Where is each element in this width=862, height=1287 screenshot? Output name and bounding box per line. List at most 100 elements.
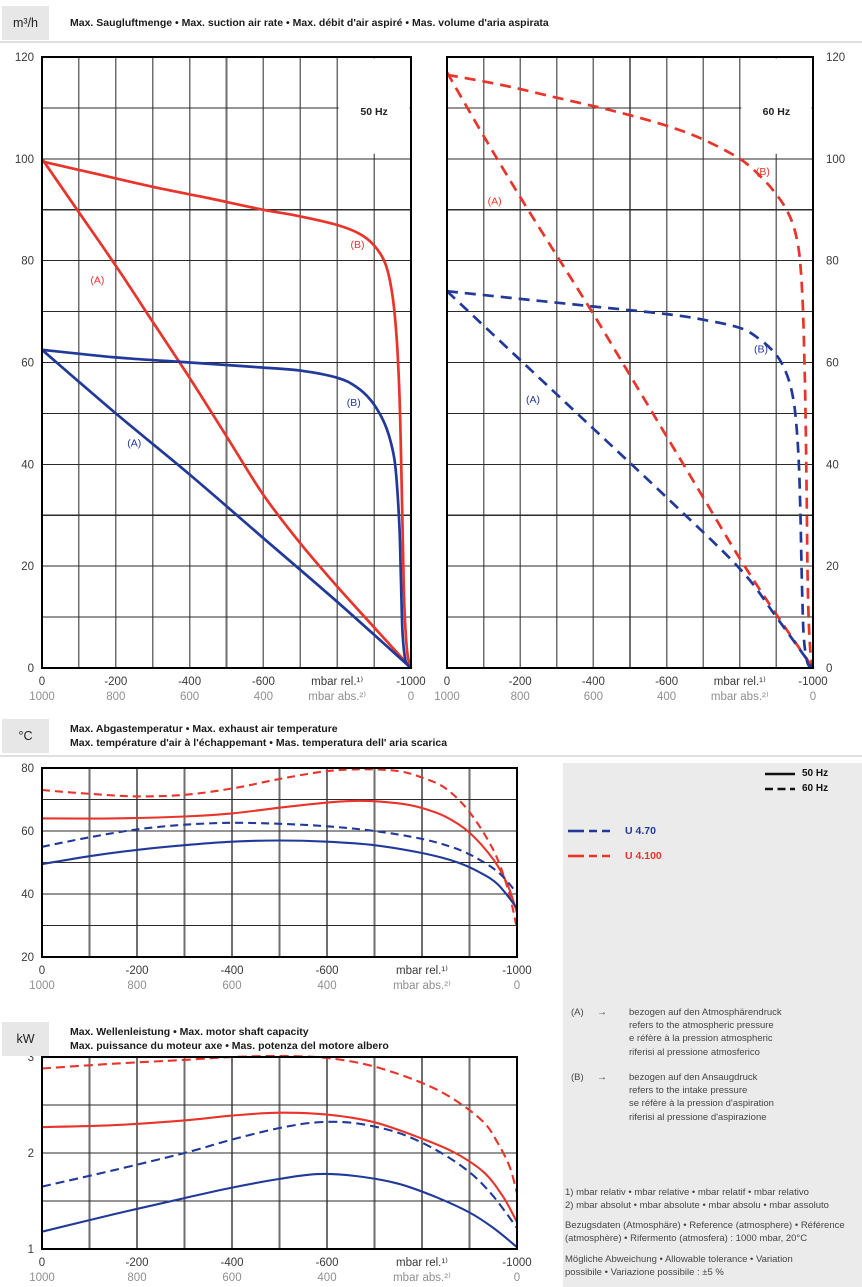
footnote-line: (atmosphère) • Rifermento (atmosfera) : … (565, 1233, 808, 1245)
x-axis-label-abs: 0 (514, 1272, 520, 1284)
note-key: (B) (571, 1072, 584, 1083)
x-axis-label-abs: 600 (180, 691, 199, 703)
section-title-line: Max. Wellenleistung • Max. motor shaft c… (70, 1026, 309, 1038)
section-title-temperature: Max. Abgastemperatur • Max. exhaust air … (70, 723, 447, 750)
unit-badge-flow: m³/h (2, 6, 49, 40)
x-axis-label-rel: -200 (509, 676, 532, 688)
footnote-line: 1) mbar relativ • mbar relative • mbar r… (565, 1187, 809, 1198)
x-axis-label-abs: 1000 (434, 691, 460, 703)
x-axis-label-rel: mbar rel.¹⁾ (396, 964, 448, 977)
x-axis-label-abs: mbar abs.²⁾ (711, 690, 769, 703)
x-axis-label-abs: mbar abs.²⁾ (393, 1271, 451, 1284)
x-axis-label-abs: 800 (127, 980, 146, 992)
chart-flow50: 50 Hz (A) (B) (A) (B) 0 20 40 60 80 100 120 0 1000 -20… (15, 52, 426, 703)
chart-border (40, 766, 519, 959)
curve-label: (B) (350, 239, 364, 251)
x-axis-label-abs: 0 (514, 980, 520, 992)
y-axis-label: 20 (21, 561, 34, 573)
x-axis-label-rel: -400 (178, 676, 201, 688)
legend-label-50hz: 50 Hz (802, 768, 829, 779)
series-u-4-70-b-50-hz (41, 348, 413, 669)
footnote-tolerance: Mögliche Abweichung • Allowable toleranc… (565, 1253, 793, 1279)
y-axis-label: 100 (826, 154, 845, 166)
y-axis-label: 120 (15, 52, 34, 64)
x-axis-label-abs: 600 (584, 691, 603, 703)
chart-border (40, 1055, 519, 1251)
x-axis-label-rel: -1000 (396, 676, 425, 688)
x-axis-label-rel: -600 (315, 1257, 338, 1269)
series-u-4-100-50-hz (41, 799, 518, 914)
x-axis-label-rel: -1000 (502, 1257, 531, 1269)
curve-label: (A) (90, 275, 104, 287)
y-axis-label: 0 (28, 663, 34, 675)
footnote-reference-data: Bezugsdaten (Atmosphäre) • Reference (at… (565, 1219, 845, 1245)
curve-label: (B) (754, 343, 768, 355)
x-axis-label-rel: -400 (220, 965, 243, 977)
note-line: e réfère à la pression atmospheric (629, 1033, 773, 1045)
legend-label-60hz: 60 Hz (802, 783, 829, 794)
x-axis-label-abs: 1000 (29, 691, 55, 703)
series-u-4-70-a-60-hz (446, 290, 815, 669)
x-axis-label-rel: 0 (39, 1257, 45, 1269)
footnote-line: possibile • Variazione possibile : ±5 % (565, 1267, 724, 1279)
series-u-4-100-50-hz (41, 1111, 518, 1223)
x-axis-label-rel: -200 (125, 965, 148, 977)
x-axis-label-rel: mbar rel.¹⁾ (311, 675, 363, 688)
freq-label-box (338, 58, 410, 154)
series-u-4-70-50-hz (41, 839, 518, 909)
x-axis-label-rel: -200 (104, 676, 127, 688)
dashed-line-icon (765, 787, 795, 790)
y-axis-label: 60 (21, 358, 34, 370)
footnote-mbar-definitions: 1) mbar relativ • mbar relative • mbar r… (565, 1186, 829, 1212)
x-axis-label-rel: mbar rel.¹⁾ (714, 675, 766, 688)
y-axis-label: 120 (826, 52, 845, 64)
y-axis-label: 80 (826, 256, 839, 268)
y-axis-label: 40 (21, 889, 34, 901)
note-line: bezogen auf den Atmosphärendruck (629, 1007, 782, 1018)
x-axis-label-rel: -200 (125, 1257, 148, 1269)
x-axis-label-rel: -1000 (798, 676, 827, 688)
series-u-4-100-b-50-hz (41, 160, 413, 669)
header-rule-flow (0, 41, 862, 43)
x-axis-label-abs: 800 (127, 1272, 146, 1284)
x-axis-label-abs: mbar abs.²⁾ (308, 690, 366, 703)
x-axis-label-rel: -600 (252, 676, 275, 688)
curve-label: (A) (127, 438, 141, 450)
section-title-line: Max. température d'air à l'échappemant •… (70, 736, 448, 749)
x-axis-label-abs: 1000 (29, 980, 55, 992)
arrow-right-icon: → (597, 1072, 607, 1083)
legend-item-50hz: 50 Hz (765, 768, 828, 779)
solid-line-icon (765, 772, 795, 775)
series-u-4-100-a-50-hz (40, 158, 413, 669)
x-axis-label-abs: 400 (657, 691, 676, 703)
section-title-flow: Max. Saugluftmenge • Max. suction air ra… (70, 17, 549, 29)
note-atmospheric-pressure: (A) → bezogen auf den Atmosphärendruck r… (571, 1006, 782, 1059)
chart-border (40, 55, 413, 670)
x-axis-label-abs: 600 (222, 980, 241, 992)
y-axis-label: 40 (21, 459, 34, 471)
note-line: refers to the atmospheric pressure (629, 1020, 774, 1032)
series-u-4-100-60-hz (41, 768, 519, 929)
x-axis-label-rel: -400 (582, 676, 605, 688)
note-line: refers to the intake pressure (629, 1085, 748, 1097)
note-line: riferisi al pressione atmosferico (629, 1046, 760, 1058)
note-line: riferisi al pressione d'aspirazione (629, 1111, 767, 1123)
curve-label: (B) (347, 397, 361, 409)
x-axis-label-rel: mbar rel.¹⁾ (396, 1256, 448, 1269)
note-intake-pressure: (B) → bezogen auf den Ansaugdruck refers… (571, 1071, 774, 1124)
curve-label: (A) (526, 394, 540, 406)
x-axis-label-abs: 400 (317, 980, 336, 992)
freq-label: 60 Hz (763, 106, 790, 118)
x-axis-label-abs: 0 (408, 691, 414, 703)
x-axis-label-abs: 600 (222, 1272, 241, 1284)
x-axis-label-rel: -1000 (502, 965, 531, 977)
legend-panel: 50 Hz 60 Hz U 4.70 U 4.100 (A) → bezogen… (563, 763, 862, 1287)
footnote-line: 2) mbar absolut • mbar absolute • mbar a… (565, 1200, 829, 1212)
series-u-4-70-a-50-hz (41, 348, 412, 670)
note-line: se réfère à la pression d'aspiration (629, 1098, 774, 1110)
y-axis-label: 80 (21, 763, 34, 775)
x-axis-label-abs: 800 (511, 691, 530, 703)
x-axis-label-rel: 0 (39, 676, 45, 688)
section-title-power: Max. Wellenleistung • Max. motor shaft c… (70, 1026, 389, 1053)
